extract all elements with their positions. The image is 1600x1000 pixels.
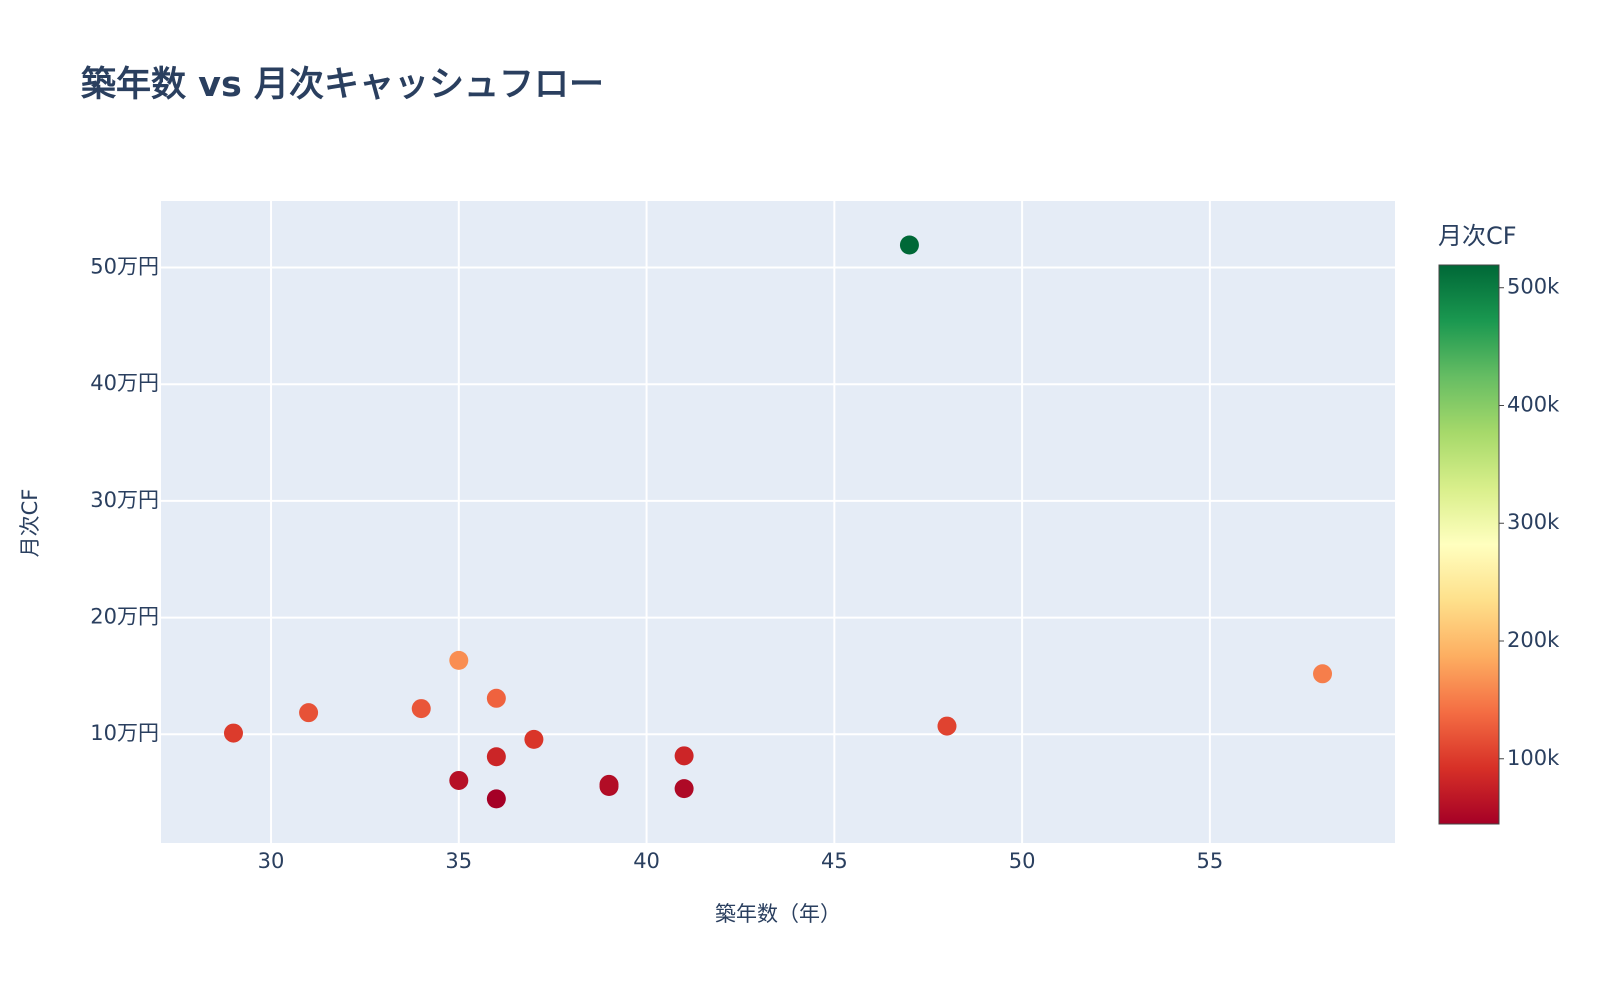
point <box>411 699 431 719</box>
point <box>223 723 243 743</box>
point <box>486 688 506 708</box>
point <box>524 729 544 749</box>
colorbar-tick-label: 400k <box>1507 392 1560 416</box>
y-tick-label: 50万円 <box>90 255 159 279</box>
point <box>1313 664 1333 684</box>
y-tick-label: 30万円 <box>90 488 159 512</box>
point <box>486 789 506 809</box>
point <box>449 770 469 790</box>
colorbar-tick-label: 200k <box>1507 628 1560 652</box>
x-axis-title: 築年数（年） <box>715 902 841 926</box>
point <box>299 703 319 723</box>
colorbar <box>1438 264 1500 825</box>
colorbar-tick-label: 300k <box>1507 510 1560 534</box>
point <box>674 779 694 799</box>
y-tick-label: 20万円 <box>90 605 159 629</box>
x-tick-label: 45 <box>821 849 848 873</box>
y-axis-title: 月次CF <box>18 489 42 558</box>
point <box>899 235 919 255</box>
point <box>486 747 506 767</box>
y-tick-label: 40万円 <box>90 371 159 395</box>
colorbar-title: 月次CF <box>1438 222 1517 250</box>
point <box>449 650 469 670</box>
plot-area <box>161 201 1395 843</box>
y-tick-label: 10万円 <box>90 721 159 745</box>
point <box>674 746 694 766</box>
x-tick-label: 40 <box>633 849 660 873</box>
x-tick-label: 55 <box>1196 849 1223 873</box>
chart-title: 築年数 vs 月次キャッシュフロー <box>81 65 604 105</box>
x-tick-label: 50 <box>1009 849 1036 873</box>
x-tick-label: 30 <box>258 849 285 873</box>
colorbar-tick-label: 100k <box>1507 746 1560 770</box>
point <box>937 716 957 736</box>
point <box>599 774 619 794</box>
x-tick-label: 35 <box>445 849 472 873</box>
colorbar-tick-label: 500k <box>1507 275 1560 299</box>
